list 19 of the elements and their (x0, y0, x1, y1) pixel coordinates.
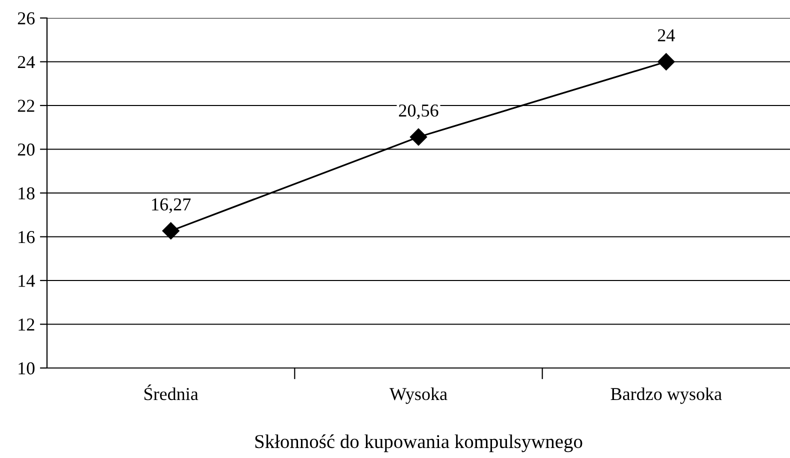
x-axis-title: Skłonność do kupowania kompulsywnego (255, 434, 582, 452)
y-tick-label: 26 (18, 12, 35, 24)
y-tick-label: 20 (18, 144, 35, 156)
y-tick-label: 22 (18, 100, 34, 112)
point (658, 53, 675, 70)
data-label: 24 (658, 29, 675, 42)
x-tick-label: Bardzo wysoka (610, 387, 722, 404)
y-tick-label: 24 (18, 56, 35, 68)
x-tick-label: Średnia (144, 384, 198, 400)
data-label: 16,27 (152, 198, 191, 214)
y-tick-label: 18 (18, 187, 35, 200)
y-tick-label: 16 (18, 231, 35, 244)
y-tick-label: 10 (18, 362, 35, 374)
x-tick-label: Wysoka (389, 387, 448, 404)
point (410, 128, 428, 146)
y-tick-label: 12 (18, 318, 34, 331)
data-label: 20,56 (398, 104, 438, 120)
y-tick-label: 14 (18, 274, 35, 287)
point (162, 222, 180, 240)
